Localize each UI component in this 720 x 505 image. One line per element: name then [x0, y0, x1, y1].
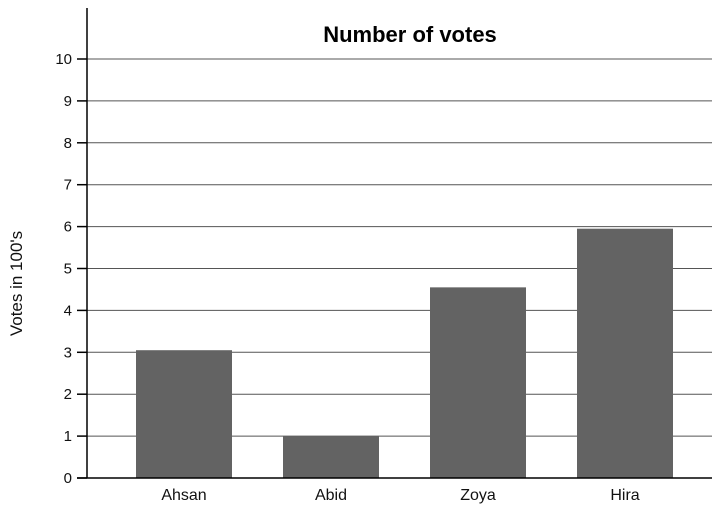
y-tick-label-8: 8: [64, 135, 72, 152]
y-tick-label-1: 1: [64, 428, 72, 445]
y-tick-label-3: 3: [64, 344, 72, 361]
y-tick-labels: 0 1 2 3 4 5 6 7 8 9 10: [55, 51, 87, 487]
bar-ahsan: [136, 350, 232, 478]
x-tick-label-abid: Abid: [315, 487, 347, 504]
bar-zoya: [430, 287, 526, 478]
y-tick-label-10: 10: [55, 51, 72, 68]
bars: [136, 228, 673, 478]
x-tick-label-hira: Hira: [610, 487, 639, 504]
y-tick-label-9: 9: [64, 93, 72, 110]
x-tick-labels: Ahsan Abid Zoya Hira: [161, 487, 639, 504]
y-tick-label-4: 4: [64, 302, 72, 319]
y-axis-label: Votes in 100's: [7, 231, 26, 336]
bar-hira: [577, 228, 673, 478]
x-tick-label-zoya: Zoya: [460, 487, 496, 504]
y-tick-label-2: 2: [64, 386, 72, 403]
axes: [77, 8, 712, 479]
y-tick-label-0: 0: [64, 470, 72, 487]
y-tick-label-5: 5: [64, 261, 72, 278]
y-tick-label-6: 6: [64, 219, 72, 236]
y-tick-label-7: 7: [64, 177, 72, 194]
chart-title: Number of votes: [323, 22, 497, 47]
x-tick-label-ahsan: Ahsan: [161, 487, 206, 504]
bar-abid: [283, 436, 379, 478]
